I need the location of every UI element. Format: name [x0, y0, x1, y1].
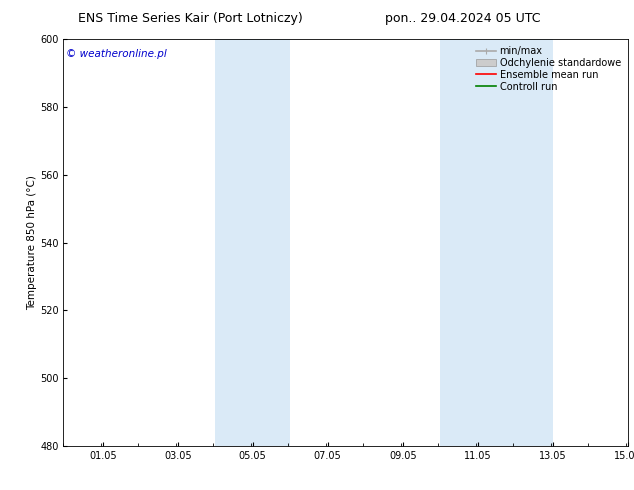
Y-axis label: Temperature 850 hPa (°C): Temperature 850 hPa (°C) — [27, 175, 37, 310]
Text: © weatheronline.pl: © weatheronline.pl — [66, 49, 167, 59]
Text: ENS Time Series Kair (Port Lotniczy): ENS Time Series Kair (Port Lotniczy) — [78, 12, 302, 25]
Bar — [440, 39, 553, 446]
Legend: min/max, Odchylenie standardowe, Ensemble mean run, Controll run: min/max, Odchylenie standardowe, Ensembl… — [474, 44, 623, 94]
Text: pon.. 29.04.2024 05 UTC: pon.. 29.04.2024 05 UTC — [385, 12, 541, 25]
Bar — [216, 39, 290, 446]
